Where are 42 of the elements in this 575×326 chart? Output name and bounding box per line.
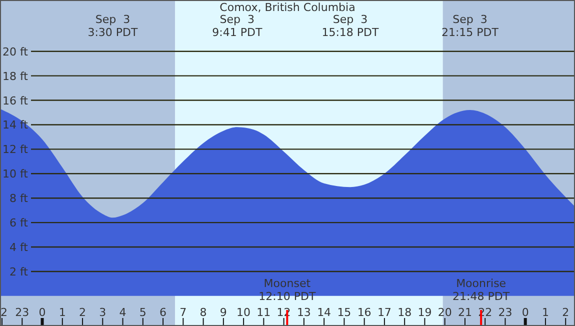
x-tick-label: 10 bbox=[236, 306, 251, 319]
x-tick-label: 20 bbox=[438, 306, 452, 319]
x-tick-label: 19 bbox=[418, 306, 432, 319]
x-tick-label: 21 bbox=[458, 306, 472, 319]
x-tick-label: 2 bbox=[562, 306, 570, 319]
x-tick-label: 3 bbox=[99, 306, 106, 319]
y-tick-label: 2 ft bbox=[10, 265, 29, 278]
y-tick-label: 4 ft bbox=[10, 241, 29, 254]
x-tick-label: 4 bbox=[119, 306, 126, 319]
x-tick-label: 15 bbox=[337, 306, 352, 319]
x-tick-label: 23 bbox=[498, 306, 512, 319]
annotation: Sep 3 9:41 PDT bbox=[212, 13, 262, 39]
x-tick-label: 16 bbox=[357, 306, 372, 319]
x-tick-label: 2 bbox=[0, 306, 8, 319]
y-tick-label: 20 ft bbox=[2, 45, 29, 58]
x-tick-label: 14 bbox=[317, 306, 332, 319]
annotation: Sep 3 3:30 PDT bbox=[88, 13, 138, 39]
y-tick-label: 12 ft bbox=[2, 143, 29, 156]
y-tick-label: 18 ft bbox=[2, 70, 29, 83]
y-tick-label: 8 ft bbox=[10, 192, 29, 206]
x-tick-label: 8 bbox=[200, 306, 207, 319]
x-tick-label: 11 bbox=[256, 306, 271, 319]
annotation: Sep 3 15:18 PDT bbox=[322, 13, 380, 39]
x-tick-label: 18 bbox=[398, 306, 412, 319]
chart-title: Comox, British Columbia bbox=[220, 1, 356, 14]
x-tick-label: 7 bbox=[180, 306, 187, 319]
y-tick-label: 14 ft bbox=[2, 118, 29, 132]
y-tick-label: 16 ft bbox=[2, 94, 29, 108]
x-tick-label: 1 bbox=[58, 306, 66, 319]
x-tick-label: 9 bbox=[220, 306, 227, 319]
x-tick-label: 0 bbox=[522, 306, 529, 319]
x-tick-label: 6 bbox=[160, 306, 167, 319]
x-tick-label: 23 bbox=[15, 306, 30, 319]
x-tick-label: 0 bbox=[38, 306, 46, 319]
annotation: Sep 3 21:15 PDT bbox=[441, 13, 499, 39]
x-tick-label: 5 bbox=[139, 306, 146, 319]
y-tick-label: 6 ft bbox=[10, 216, 29, 230]
x-tick-label: 2 bbox=[79, 306, 86, 319]
x-tick-label: 17 bbox=[377, 306, 392, 319]
x-tick-label: 13 bbox=[296, 306, 311, 319]
x-tick-label: 1 bbox=[542, 306, 549, 319]
y-tick-label: 10 ft bbox=[2, 168, 29, 181]
